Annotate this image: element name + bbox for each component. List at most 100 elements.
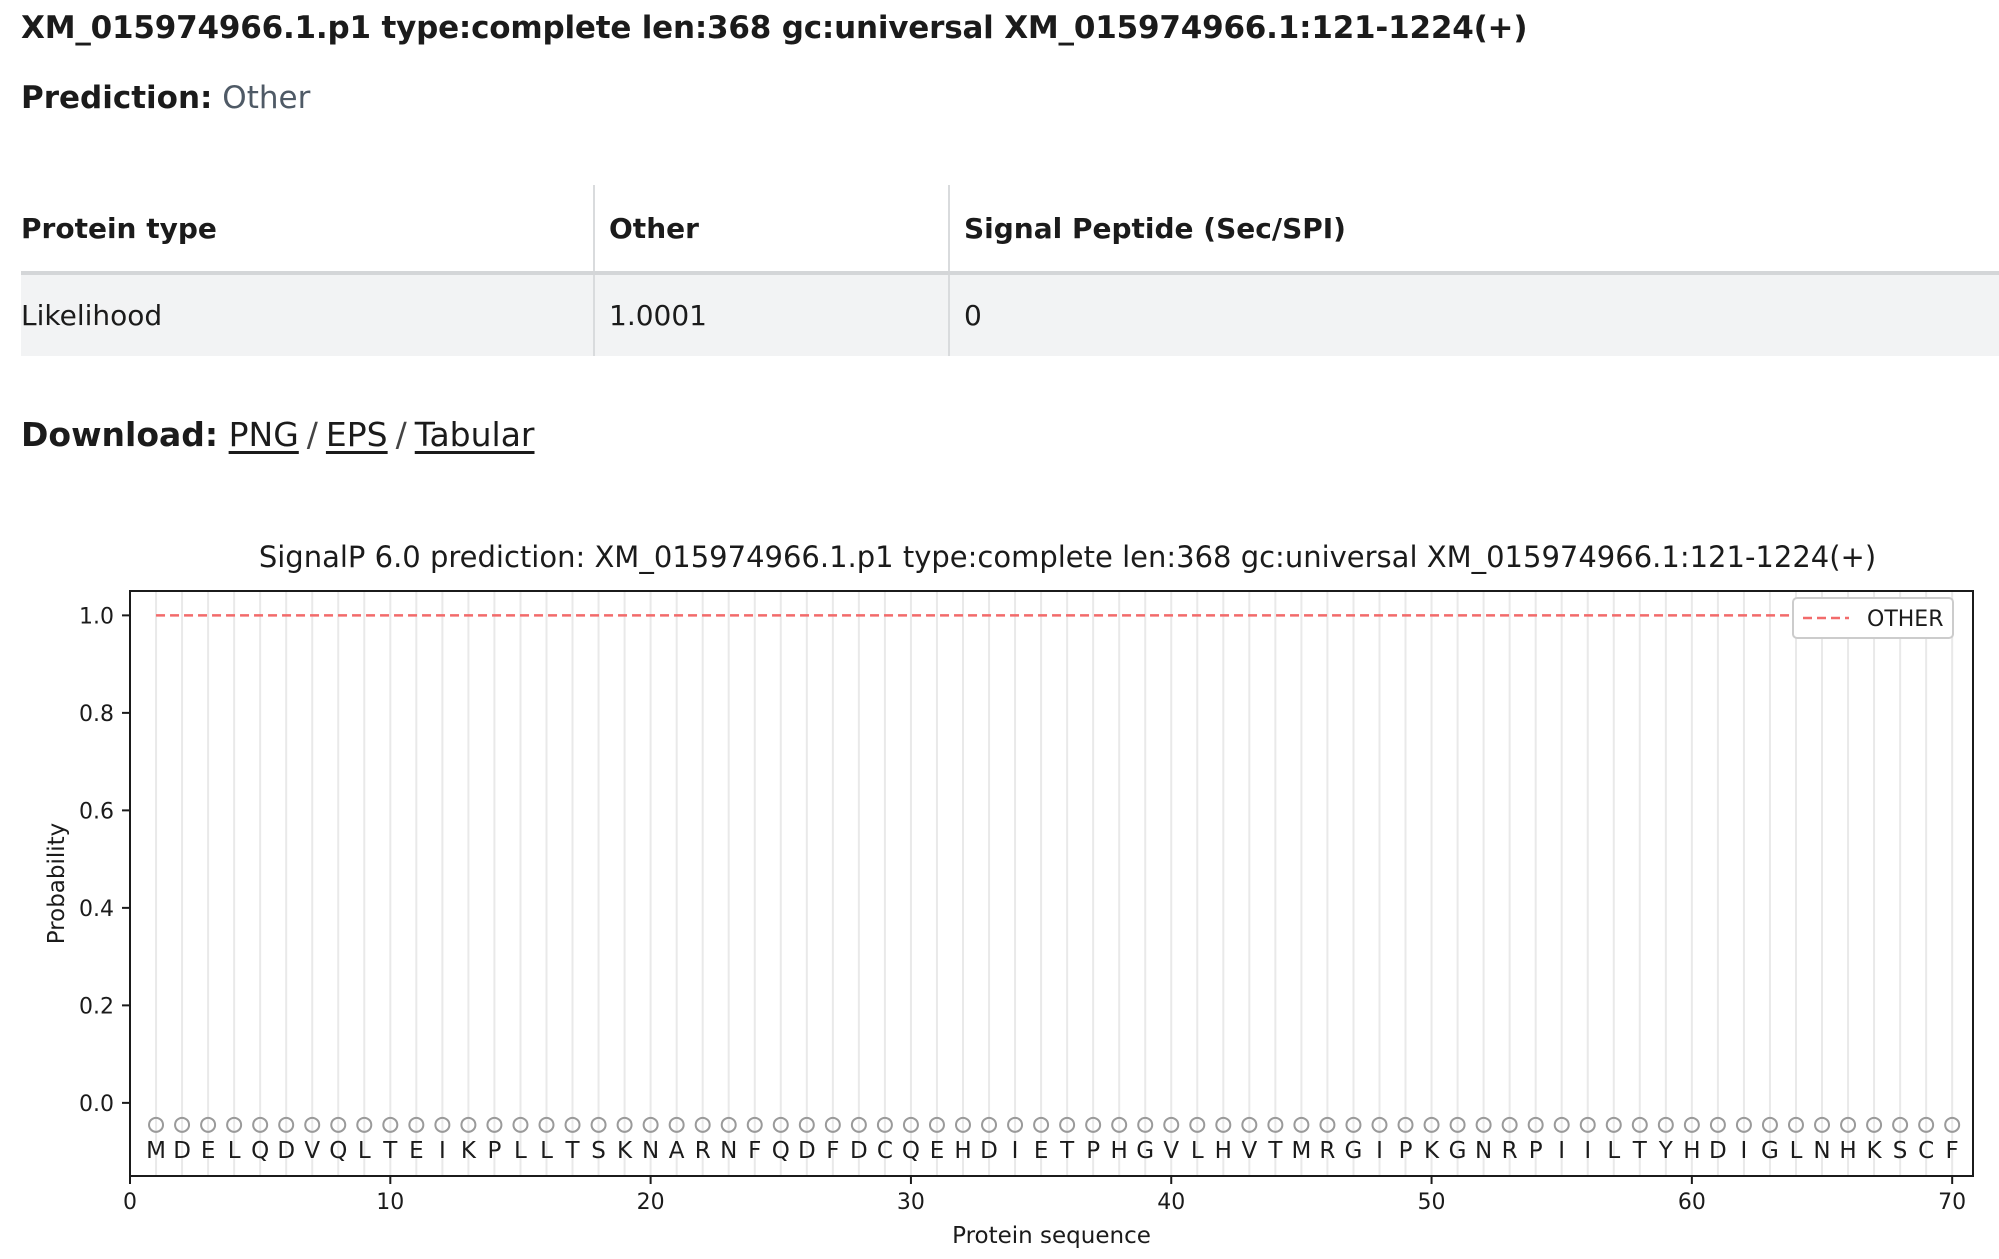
chart-title: SignalP 6.0 prediction: XM_015974966.1.p… (259, 540, 1876, 574)
residue-marker (1605, 1116, 1622, 1133)
residue-marker (330, 1116, 347, 1133)
download-eps-link[interactable]: EPS (325, 415, 388, 454)
residue-letter: H (1683, 1138, 1700, 1164)
x-tick-label: 0 (123, 1190, 137, 1215)
residue-letter: Q (772, 1138, 790, 1164)
residue-letter: T (1059, 1138, 1075, 1164)
x-tick-label: 20 (637, 1190, 665, 1215)
residue-letter: P (1399, 1138, 1413, 1164)
residue-letter: C (1918, 1138, 1934, 1164)
residue-letter: H (1839, 1138, 1856, 1164)
x-tick-label: 60 (1678, 1190, 1706, 1215)
header-other: Other (593, 185, 949, 275)
residue-marker (1527, 1116, 1544, 1133)
residue-letter: L (358, 1138, 371, 1164)
residue-marker (252, 1116, 269, 1133)
residue-letter: L (1607, 1138, 1620, 1164)
residue-marker (1033, 1116, 1050, 1133)
residue-marker (538, 1116, 555, 1133)
residue-letter: I (1584, 1138, 1591, 1164)
prediction-value: Other (222, 80, 311, 116)
residue-marker (148, 1116, 165, 1133)
residue-letter: Y (1658, 1138, 1674, 1164)
residue-marker (1189, 1116, 1206, 1133)
residue-letter: I (1012, 1138, 1019, 1164)
residue-letter: E (1034, 1138, 1049, 1164)
residue-letter: H (1111, 1138, 1128, 1164)
residue-letter: D (980, 1138, 998, 1164)
residue-marker (1059, 1116, 1076, 1133)
table-header-row: Protein type Other Signal Peptide (Sec/S… (21, 185, 1999, 275)
residue-marker (1892, 1116, 1909, 1133)
residue-marker (1709, 1116, 1726, 1133)
download-png-link[interactable]: PNG (228, 415, 299, 454)
residue-letter: K (461, 1138, 477, 1164)
residue-marker (1397, 1116, 1414, 1133)
residue-marker (642, 1116, 659, 1133)
residue-letter: I (1376, 1138, 1383, 1164)
residue-marker (1371, 1116, 1388, 1133)
residue-letter: V (1163, 1138, 1179, 1164)
residue-marker (876, 1116, 893, 1133)
residue-letter: F (1946, 1138, 1959, 1164)
residue-marker (850, 1116, 867, 1133)
legend-box (1792, 597, 1954, 639)
residue-letter: S (591, 1138, 606, 1164)
residue-marker (1683, 1116, 1700, 1133)
cell-other-value: 1.0001 (593, 273, 949, 356)
x-tick-label: 30 (897, 1190, 925, 1215)
download-separator: / (306, 415, 318, 454)
residue-letter: C (877, 1138, 893, 1164)
residue-letter: D (1709, 1138, 1727, 1164)
table-row: Likelihood 1.0001 0 (21, 273, 1999, 356)
residue-marker (981, 1116, 998, 1133)
residue-letter: K (1424, 1138, 1440, 1164)
residue-marker (304, 1116, 321, 1133)
residue-letter: N (1475, 1138, 1492, 1164)
y-tick-label: 1.0 (79, 604, 114, 629)
residue-marker (1007, 1116, 1024, 1133)
residue-letter: L (514, 1138, 527, 1164)
residue-marker (1657, 1116, 1674, 1133)
y-tick-label: 0.4 (79, 897, 114, 922)
residue-letter: D (277, 1138, 295, 1164)
y-tick-label: 0.0 (79, 1092, 114, 1117)
residue-letter: D (798, 1138, 816, 1164)
residue-letter: H (954, 1138, 971, 1164)
residue-marker (200, 1116, 217, 1133)
signalp-prediction-chart: SignalP 6.0 prediction: XM_015974966.1.p… (44, 540, 1974, 1249)
residue-letter: R (1502, 1138, 1518, 1164)
residue-marker (616, 1116, 633, 1133)
residue-marker (1761, 1116, 1778, 1133)
residue-marker (278, 1116, 295, 1133)
y-axis-label: Probability (44, 823, 70, 945)
x-tick-label: 10 (376, 1190, 404, 1215)
plot-frame (129, 590, 1974, 1177)
residue-marker (928, 1116, 945, 1133)
residue-marker (1163, 1116, 1180, 1133)
residue-marker (1345, 1116, 1362, 1133)
sequence-heading: XM_015974966.1.p1 type:complete len:368 … (21, 10, 1528, 46)
residue-letter: L (540, 1138, 553, 1164)
residue-letter: E (201, 1138, 216, 1164)
residue-letter: I (1741, 1138, 1748, 1164)
residue-marker (1579, 1116, 1596, 1133)
residue-marker (460, 1116, 477, 1133)
prediction-line: Prediction: Other (21, 80, 310, 116)
residue-marker (1944, 1116, 1961, 1133)
residue-letter: T (1267, 1138, 1283, 1164)
residue-letter: N (720, 1138, 737, 1164)
residue-marker (382, 1116, 399, 1133)
residue-letter: V (304, 1138, 320, 1164)
residue-marker (1267, 1116, 1284, 1133)
residue-letter: V (1241, 1138, 1257, 1164)
residue-letter: L (1191, 1138, 1204, 1164)
residue-letter: R (1319, 1138, 1335, 1164)
residue-marker (954, 1116, 971, 1133)
residue-letter: S (1893, 1138, 1908, 1164)
residue-marker (1319, 1116, 1336, 1133)
residue-letter: F (748, 1138, 761, 1164)
y-tick-label: 0.6 (79, 799, 114, 824)
download-tabular-link[interactable]: Tabular (414, 415, 535, 454)
residue-letter: G (1136, 1138, 1154, 1164)
